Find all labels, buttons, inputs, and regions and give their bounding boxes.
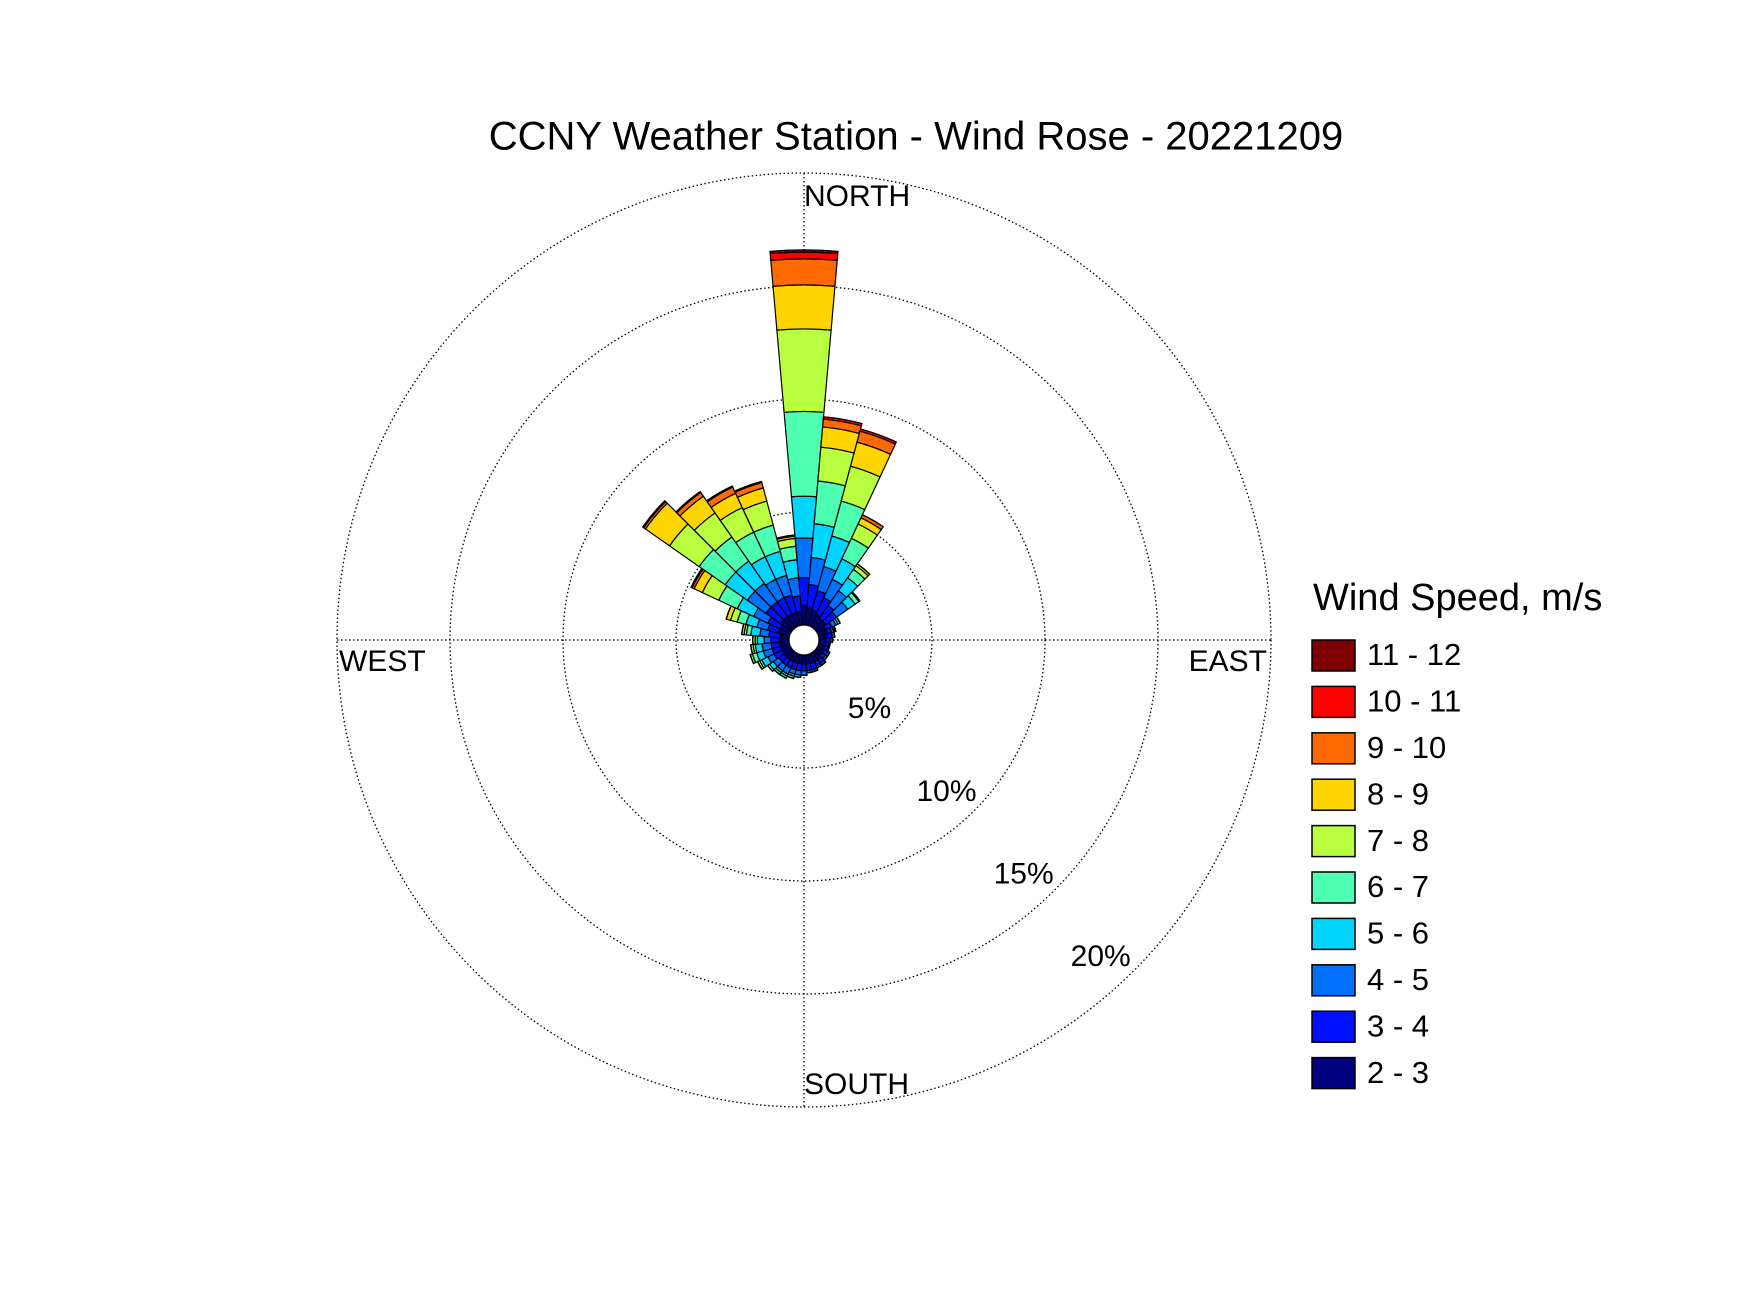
legend-swatch [1311,1056,1356,1090]
direction-label: NORTH [804,180,910,213]
direction-label: WEST [339,645,426,678]
r-tick-label: 10% [917,775,977,808]
legend-swatch [1311,639,1356,672]
legend-label: 11 - 12 [1367,637,1461,672]
r-tick-label: 5% [848,692,891,725]
wedge [860,428,897,443]
center-hole [788,624,820,656]
wedge [772,284,836,331]
legend-label: 10 - 11 [1367,684,1461,719]
wedge [823,656,828,661]
wedge [706,485,733,502]
legend-label: 3 - 4 [1367,1008,1429,1043]
legend-label: 9 - 10 [1367,730,1446,765]
wedge [812,669,819,673]
wedge [821,661,827,666]
legend-title: Wind Speed, m/s [1313,577,1602,619]
wedge [823,416,863,425]
r-tick-label: 15% [994,857,1054,890]
grid-circle [675,511,933,769]
legend-swatch [1311,824,1356,858]
wedge [833,625,837,632]
wedge [763,635,772,645]
wedge [690,568,703,588]
wedge [826,651,831,657]
wedge [779,674,787,679]
wedge [750,644,753,654]
wedge [773,669,781,675]
legend-swatch [1311,778,1356,811]
legend-swatch [1311,1010,1356,1043]
wedge [770,258,838,287]
wedge [769,249,839,255]
legend-swatch [1311,871,1356,904]
wedge [836,616,841,624]
wedge [856,563,871,575]
legend-swatch [1311,685,1356,719]
legend-swatch [1311,964,1356,997]
chart-title: CCNY Weather Station - Wind Rose - 20221… [489,115,1344,159]
r-tick-label: 20% [1071,940,1131,973]
wedge [816,664,823,669]
wedge [776,328,832,413]
legend-label: 6 - 7 [1367,869,1429,904]
legend-swatch [1311,732,1356,765]
wedge [734,480,762,492]
wedge [790,495,818,540]
legend-label: 5 - 6 [1367,916,1429,951]
legend-swatch [1311,917,1356,951]
direction-label: SOUTH [804,1068,909,1101]
direction-label: EAST [1189,645,1267,678]
legend-label: 4 - 5 [1367,962,1429,997]
legend-label: 2 - 3 [1367,1055,1429,1090]
legend-label: 8 - 9 [1367,776,1429,811]
legend-label: 7 - 8 [1367,823,1429,858]
wedge [756,635,765,645]
